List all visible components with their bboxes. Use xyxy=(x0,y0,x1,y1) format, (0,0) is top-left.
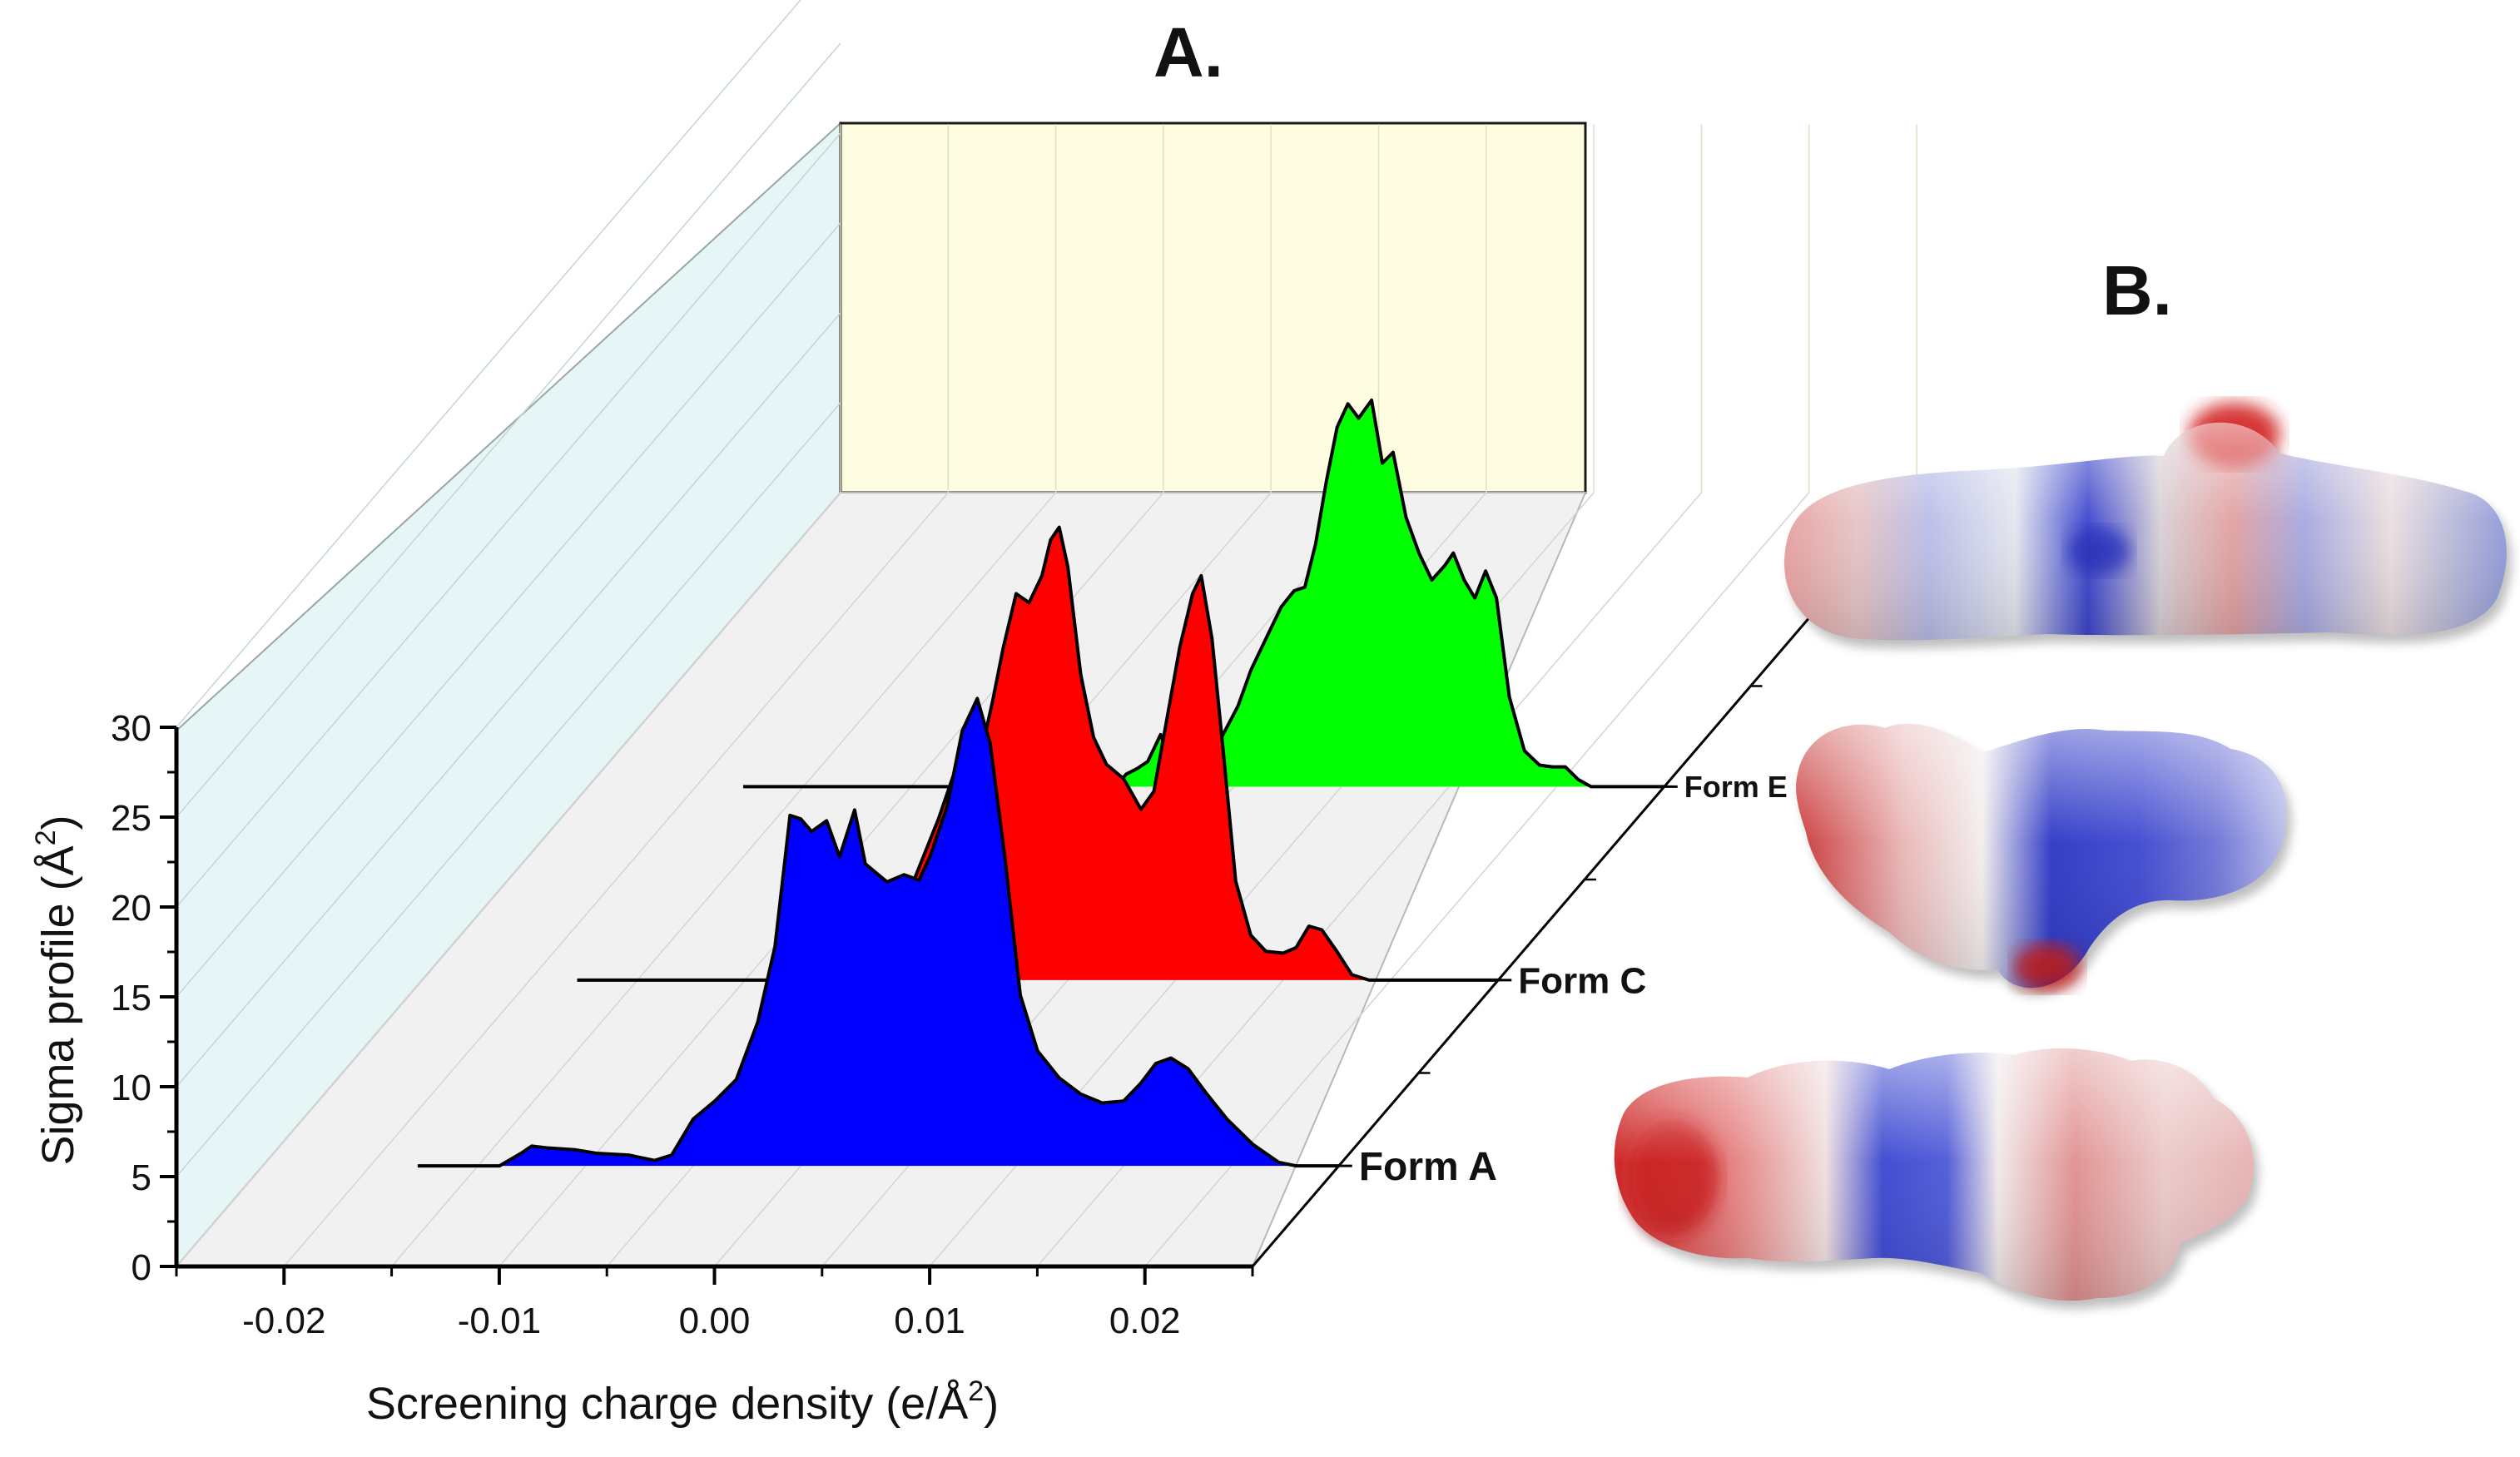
floor-grid-line xyxy=(176,492,841,1267)
x-axis-title: Screening charge density (e/Å2) xyxy=(366,1375,999,1429)
y-tick-label: 20 xyxy=(111,888,151,929)
series-area-form-a xyxy=(417,698,1339,1167)
series-label-form-e: Form E xyxy=(1684,770,1788,804)
left-wall-grid-line xyxy=(176,42,841,818)
series-label-form-a: Form A xyxy=(1359,1145,1497,1189)
x-tick-label: -0.02 xyxy=(242,1301,325,1341)
y-axis-title-text: Sigma profile (Å xyxy=(33,845,83,1165)
y-tick-label: 15 xyxy=(111,978,151,1018)
series-layer: Form E Form C Form A xyxy=(417,399,1788,1189)
y-tick-label: 5 xyxy=(131,1157,151,1198)
x-axis-title-sup: 2 xyxy=(968,1375,984,1407)
axes-layer: 0 5 10 15 20 25 30 -0.02 -0.01 0.00 0.01 0.02 xyxy=(111,492,1918,1341)
x-tick-label: -0.01 xyxy=(458,1301,541,1341)
panel-b-label: B. xyxy=(2102,251,2172,330)
y-tick-label: 25 xyxy=(111,798,151,839)
left-wall-grid-line xyxy=(176,222,841,998)
x-axis-title-text: Screening charge density (e/Å xyxy=(366,1379,968,1429)
y-tick-label: 0 xyxy=(131,1247,151,1288)
left-wall-grid-line xyxy=(176,312,841,1088)
esp-surface-form-a xyxy=(1614,1048,2259,1310)
series-line-form-a xyxy=(417,696,1339,1168)
x-tick-label: 0.01 xyxy=(894,1301,965,1341)
x-axis-title-close: ) xyxy=(984,1379,999,1429)
y-tick-label: 30 xyxy=(111,708,151,749)
series-area-form-c xyxy=(577,527,1499,980)
series-line-form-c xyxy=(577,525,1499,982)
floor-grid-line xyxy=(283,492,949,1267)
y-tick-label: 10 xyxy=(111,1068,151,1108)
series-label-form-c: Form C xyxy=(1518,960,1646,1001)
left-wall-grid-line xyxy=(176,132,841,908)
esp-surface-form-c xyxy=(1796,723,2292,997)
floor-grid-line xyxy=(391,492,1057,1267)
left-wall-grid-line xyxy=(176,402,841,1177)
panel-a-label: A. xyxy=(1153,13,1223,92)
x-tick-label: 0.00 xyxy=(679,1301,751,1341)
y-axis-title-sup: 2 xyxy=(30,830,62,845)
left-wall-grid-line xyxy=(176,0,801,728)
series-area-form-e xyxy=(743,400,1664,787)
floor-grid-line xyxy=(1144,492,1810,1267)
y-axis-title: Sigma profile (Å2) xyxy=(30,815,83,1165)
back-wall xyxy=(839,121,1587,494)
x-tick-label: 0.02 xyxy=(1109,1301,1181,1341)
y-axis-title-close: ) xyxy=(33,815,83,830)
esp-surface-form-e xyxy=(1784,403,2512,649)
